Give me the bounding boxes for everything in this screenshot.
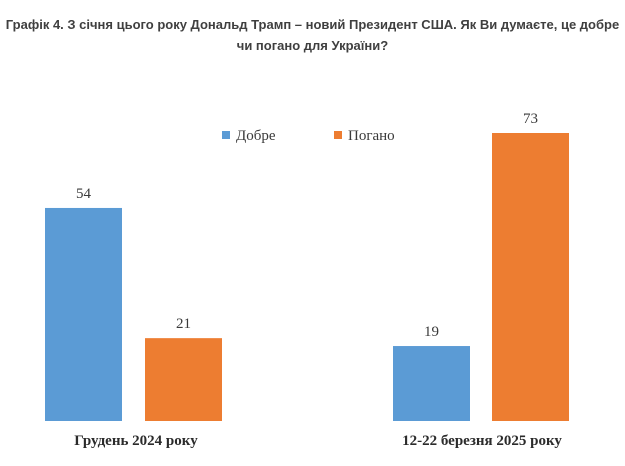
legend-swatch-bad [334, 131, 342, 139]
category-label-2: 12-22 березня 2025 року [402, 433, 562, 449]
category-label-1: Грудень 2024 року [74, 433, 198, 449]
chart-title: Графік 4. З січня цього року Дональд Тра… [5, 17, 620, 53]
bar-bad-2 [492, 133, 569, 421]
value-label-bad-1: 21 [176, 316, 191, 332]
value-label-good-2: 19 [424, 324, 439, 340]
legend-label-good: Добре [236, 128, 276, 144]
bar-bad-1 [145, 338, 222, 421]
value-label-bad-2: 73 [523, 111, 538, 127]
legend-swatch-good [222, 131, 230, 139]
value-label-good-1: 54 [76, 186, 92, 202]
bar-good-1 [45, 207, 122, 421]
bar-good-2 [393, 346, 470, 421]
legend-label-bad: Погано [348, 128, 395, 144]
